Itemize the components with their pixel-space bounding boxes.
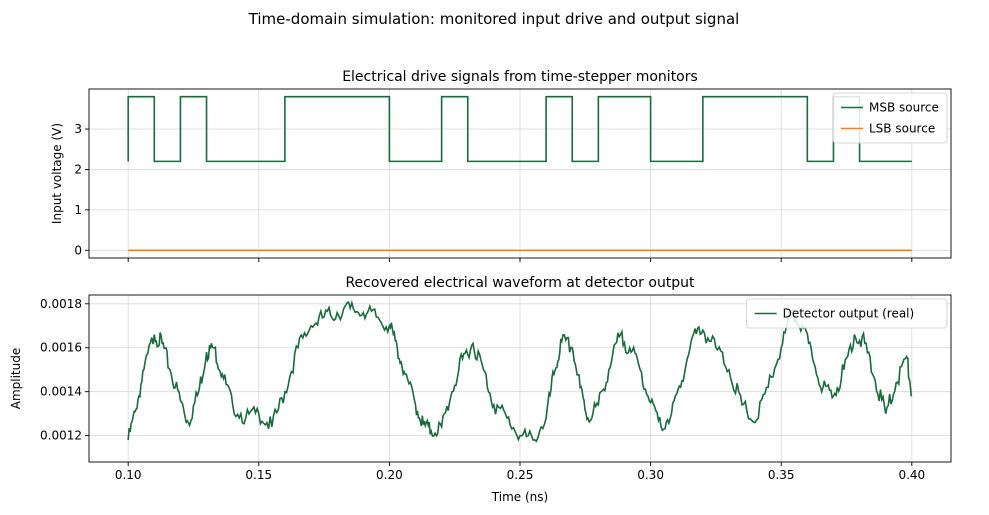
x-tick-label: 0.25 [507, 468, 534, 482]
y-tick-label: 3 [74, 122, 82, 136]
panel-title: Recovered electrical waveform at detecto… [345, 275, 695, 291]
y-tick-label: 0.0012 [40, 429, 82, 443]
x-axis-label: Time (ns) [491, 490, 548, 504]
y-tick-label: 0 [74, 243, 82, 257]
legend-label: LSB source [869, 122, 935, 136]
y-tick-label: 0.0014 [40, 385, 82, 399]
y-tick-label: 1 [74, 203, 82, 217]
legend-label: Detector output (real) [783, 307, 915, 321]
x-tick-label: 0.40 [898, 468, 925, 482]
legend: Detector output (real) [746, 298, 948, 329]
panel-title: Electrical drive signals from time-stepp… [342, 69, 698, 85]
legend-label: MSB source [869, 101, 939, 115]
figure-suptitle: Time-domain simulation: monitored input … [248, 10, 740, 28]
detector-output-panel: Recovered electrical waveform at detecto… [9, 275, 952, 504]
y-tick-label: 0.0016 [40, 341, 82, 355]
x-tick-label: 0.20 [376, 468, 403, 482]
series-line-0 [127, 95, 912, 163]
x-tick-label: 0.30 [637, 468, 664, 482]
y-axis-label: Input voltage (V) [50, 123, 64, 224]
x-tick-label: 0.35 [768, 468, 795, 482]
y-axis-label: Amplitude [9, 348, 23, 410]
x-tick-label: 0.15 [245, 468, 272, 482]
legend-box [832, 92, 948, 144]
plot-area [127, 95, 912, 252]
legend-box [746, 298, 948, 329]
y-tick-label: 2 [74, 162, 82, 176]
y-tick-label: 0.0018 [40, 297, 82, 311]
drive-signals-panel: Electrical drive signals from time-stepp… [50, 69, 952, 262]
legend: MSB source LSB source [832, 92, 948, 144]
x-tick-label: 0.10 [115, 468, 142, 482]
